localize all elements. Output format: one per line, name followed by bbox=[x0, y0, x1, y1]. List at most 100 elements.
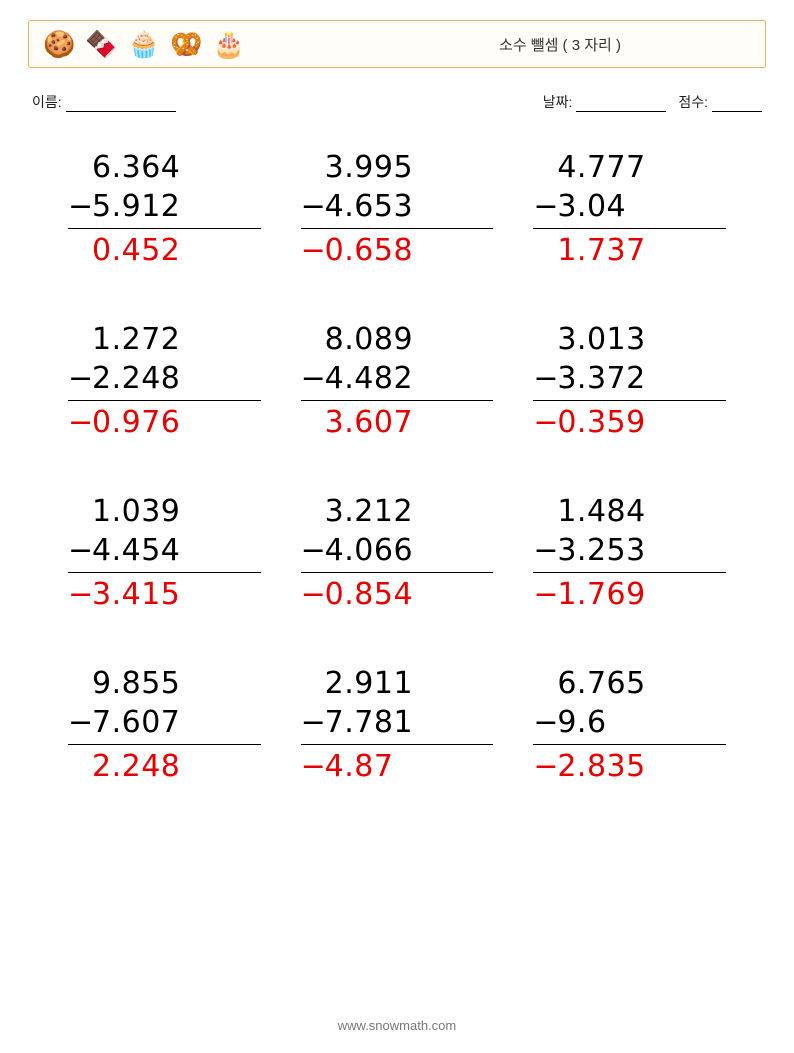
answer-line: −0.854 bbox=[301, 575, 494, 614]
sign-blank bbox=[68, 320, 92, 359]
subtrahend: 5.912 bbox=[92, 187, 261, 226]
sign-blank bbox=[533, 664, 557, 703]
minus-sign: − bbox=[533, 359, 557, 398]
rule-line bbox=[533, 572, 726, 573]
minuend-line: 9.855 bbox=[68, 664, 261, 703]
sign-blank bbox=[68, 148, 92, 187]
answer-line: −1.769 bbox=[533, 575, 726, 614]
date-blank[interactable] bbox=[576, 96, 666, 112]
rule-line bbox=[301, 572, 494, 573]
answer-sign: − bbox=[533, 403, 557, 442]
answer-value: 4.87 bbox=[325, 747, 494, 786]
cookie-icon: 🍪 bbox=[43, 31, 75, 57]
answer-sign: − bbox=[533, 747, 557, 786]
date-label: 날짜: bbox=[543, 92, 573, 112]
minuend-line: 3.995 bbox=[301, 148, 494, 187]
minuend: 1.272 bbox=[92, 320, 261, 359]
problem: 6.364−5.912 0.452 bbox=[68, 148, 261, 270]
minuend-line: 3.212 bbox=[301, 492, 494, 531]
answer-value: 0.854 bbox=[325, 575, 494, 614]
answer-line: −4.87 bbox=[301, 747, 494, 786]
answer-line: 0.452 bbox=[68, 231, 261, 270]
minus-sign: − bbox=[301, 703, 325, 742]
problem: 9.855−7.607 2.248 bbox=[68, 664, 261, 786]
pretzel-icon: 🥨 bbox=[170, 31, 202, 57]
minuend: 1.039 bbox=[92, 492, 261, 531]
subtrahend-line: −3.253 bbox=[533, 531, 726, 570]
minuend: 6.364 bbox=[92, 148, 261, 187]
rule-line bbox=[301, 228, 494, 229]
subtrahend: 7.607 bbox=[92, 703, 261, 742]
answer-sign: − bbox=[301, 747, 325, 786]
minuend: 1.484 bbox=[557, 492, 726, 531]
subtrahend: 4.482 bbox=[325, 359, 494, 398]
minuend: 3.013 bbox=[557, 320, 726, 359]
answer-value: 0.359 bbox=[557, 403, 726, 442]
answer-sign: − bbox=[68, 403, 92, 442]
minus-sign: − bbox=[68, 531, 92, 570]
minuend-line: 8.089 bbox=[301, 320, 494, 359]
minus-sign: − bbox=[68, 703, 92, 742]
minuend-line: 1.272 bbox=[68, 320, 261, 359]
sign-blank bbox=[533, 492, 557, 531]
problems-grid: 6.364−5.9120.4523.995−4.653−0.6584.777−3… bbox=[28, 148, 766, 786]
subtrahend-line: −3.372 bbox=[533, 359, 726, 398]
minuend-line: 6.765 bbox=[533, 664, 726, 703]
rule-line bbox=[301, 400, 494, 401]
minuend-line: 4.777 bbox=[533, 148, 726, 187]
subtrahend: 3.253 bbox=[557, 531, 726, 570]
subtrahend-line: −5.912 bbox=[68, 187, 261, 226]
sign-blank bbox=[301, 664, 325, 703]
name-blank[interactable] bbox=[66, 96, 176, 112]
subtrahend: 2.248 bbox=[92, 359, 261, 398]
problem: 1.272−2.248−0.976 bbox=[68, 320, 261, 442]
rule-line bbox=[68, 400, 261, 401]
subtrahend-line: −4.482 bbox=[301, 359, 494, 398]
cupcake-icon: 🧁 bbox=[128, 31, 160, 57]
problem: 6.765−9.6−2.835 bbox=[533, 664, 726, 786]
answer-sign: − bbox=[533, 575, 557, 614]
minuend: 6.765 bbox=[557, 664, 726, 703]
sign-blank bbox=[533, 148, 557, 187]
rule-line bbox=[301, 744, 494, 745]
subtrahend-line: −7.607 bbox=[68, 703, 261, 742]
subtrahend-line: −4.066 bbox=[301, 531, 494, 570]
answer-line: −0.359 bbox=[533, 403, 726, 442]
answer-line: −2.835 bbox=[533, 747, 726, 786]
answer-sign bbox=[301, 403, 325, 442]
problem: 3.995−4.653−0.658 bbox=[301, 148, 494, 270]
sign-blank bbox=[533, 320, 557, 359]
footer-url: www.snowmath.com bbox=[0, 1018, 794, 1033]
answer-value: 0.976 bbox=[92, 403, 261, 442]
answer-sign: − bbox=[301, 231, 325, 270]
cake-icon: 🎂 bbox=[213, 31, 245, 57]
sign-blank bbox=[68, 492, 92, 531]
rule-line bbox=[68, 228, 261, 229]
answer-value: 3.607 bbox=[325, 403, 494, 442]
minuend: 9.855 bbox=[92, 664, 261, 703]
subtrahend-line: −7.781 bbox=[301, 703, 494, 742]
subtrahend: 4.066 bbox=[325, 531, 494, 570]
answer-line: −0.658 bbox=[301, 231, 494, 270]
worksheet-header: 🍪 🍫 🧁 🥨 🎂 소수 뺄셈 ( 3 자리 ) bbox=[28, 20, 766, 68]
chocolate-icon: 🍫 bbox=[85, 31, 117, 57]
subtrahend-line: −9.6 bbox=[533, 703, 726, 742]
problem: 1.484−3.253−1.769 bbox=[533, 492, 726, 614]
subtrahend: 4.653 bbox=[325, 187, 494, 226]
minus-sign: − bbox=[301, 359, 325, 398]
minus-sign: − bbox=[533, 531, 557, 570]
problem: 3.212−4.066−0.854 bbox=[301, 492, 494, 614]
minus-sign: − bbox=[301, 531, 325, 570]
minus-sign: − bbox=[301, 187, 325, 226]
answer-value: 2.248 bbox=[92, 747, 261, 786]
minuend: 3.212 bbox=[325, 492, 494, 531]
subtrahend: 4.454 bbox=[92, 531, 261, 570]
problem: 2.911−7.781−4.87 bbox=[301, 664, 494, 786]
name-label: 이름: bbox=[32, 92, 62, 112]
answer-sign bbox=[68, 747, 92, 786]
problem: 4.777−3.041.737 bbox=[533, 148, 726, 270]
rule-line bbox=[533, 744, 726, 745]
subtrahend: 9.6 bbox=[557, 703, 726, 742]
score-blank[interactable] bbox=[712, 96, 762, 112]
minus-sign: − bbox=[533, 187, 557, 226]
